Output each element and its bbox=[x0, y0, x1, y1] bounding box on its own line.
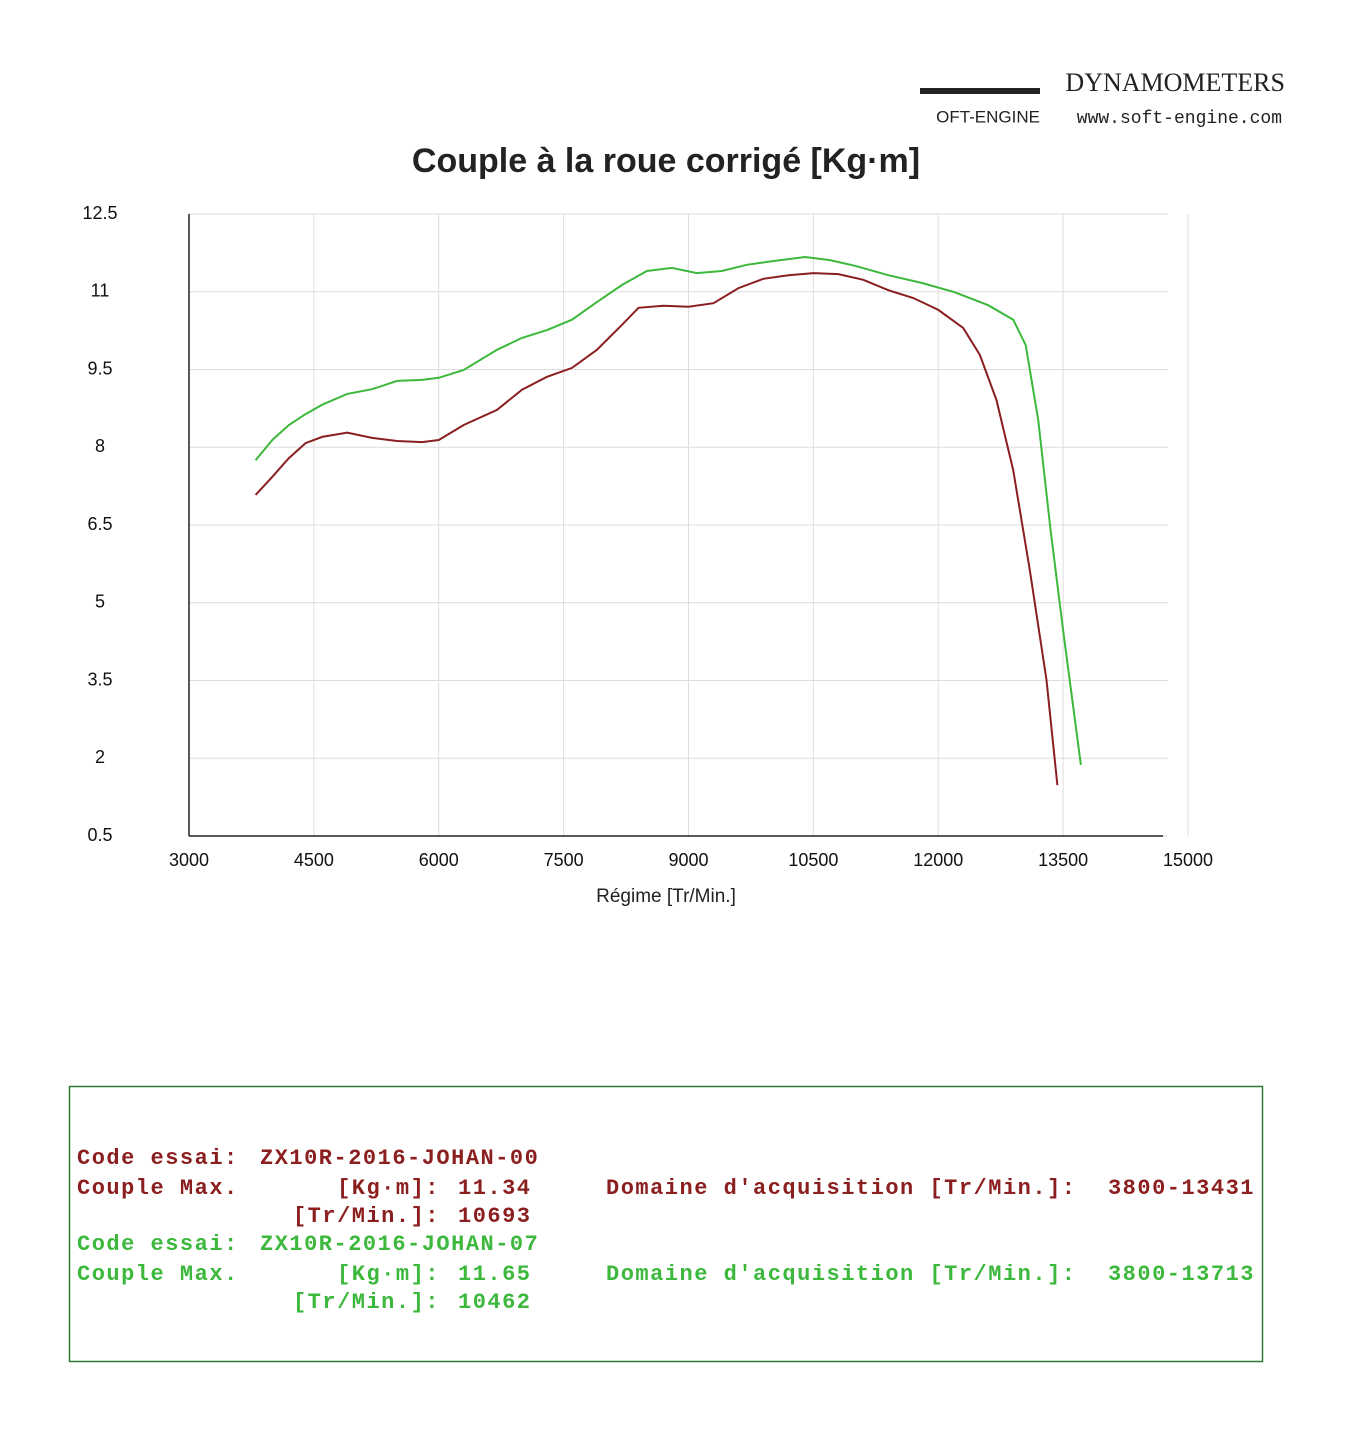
info-box bbox=[68, 1085, 1264, 1363]
series-name: ZX10R-2016-JOHAN-00 bbox=[260, 1146, 539, 1171]
x-tick-label: 7500 bbox=[544, 850, 584, 870]
series-line bbox=[254, 272, 1059, 786]
couple-max: 11.34 bbox=[458, 1176, 532, 1201]
logo-url: www.soft-engine.com bbox=[1077, 109, 1282, 129]
logo-brand: DYNAMOMETERS bbox=[1065, 68, 1285, 97]
y-tick-label: 11 bbox=[91, 281, 110, 301]
y-tick-label: 12.5 bbox=[82, 203, 117, 223]
y-tick-label: 8 bbox=[95, 436, 105, 456]
x-tick-label: 13500 bbox=[1038, 850, 1088, 870]
series-name: ZX10R-2016-JOHAN-07 bbox=[260, 1232, 539, 1257]
x-tick-label: 15000 bbox=[1163, 850, 1213, 870]
rpm-max: 10462 bbox=[458, 1290, 532, 1315]
y-tick-label: 0.5 bbox=[87, 825, 112, 845]
x-tick-label: 10500 bbox=[788, 850, 838, 870]
rpm-max: 10693 bbox=[458, 1204, 532, 1229]
domain-label: Domaine d'acquisition [Tr/Min.]: bbox=[606, 1262, 1076, 1287]
y-tick-label: 3.5 bbox=[87, 669, 112, 689]
x-tick-label: 12000 bbox=[913, 850, 963, 870]
rpm-label: [Tr/Min.]: bbox=[293, 1204, 440, 1229]
y-tick-label: 5 bbox=[95, 592, 105, 612]
code-label: Code essai: bbox=[77, 1232, 239, 1257]
x-tick-label: 3000 bbox=[169, 850, 209, 870]
max-label: Couple Max. bbox=[77, 1262, 239, 1287]
x-tick-label: 4500 bbox=[294, 850, 334, 870]
logo-bar bbox=[920, 88, 1040, 94]
rpm-label: [Tr/Min.]: bbox=[293, 1290, 440, 1315]
code-label: Code essai: bbox=[77, 1146, 239, 1171]
domain: 3800-13431 bbox=[1108, 1176, 1255, 1201]
couple-max: 11.65 bbox=[458, 1262, 532, 1287]
max-label: Couple Max. bbox=[77, 1176, 239, 1201]
y-tick-label: 9.5 bbox=[87, 358, 112, 378]
x-axis-label: Régime [Tr/Min.] bbox=[596, 886, 736, 907]
y-tick-label: 2 bbox=[95, 747, 105, 767]
y-tick-label: 6.5 bbox=[87, 514, 112, 534]
kgm-label: [Kg·m]: bbox=[337, 1262, 440, 1287]
x-tick-label: 9000 bbox=[668, 850, 708, 870]
chart-title: Couple à la roue corrigé [Kg·m] bbox=[412, 142, 920, 180]
series-line bbox=[254, 255, 1082, 766]
domain-label: Domaine d'acquisition [Tr/Min.]: bbox=[606, 1176, 1076, 1201]
x-tick-label: 6000 bbox=[419, 850, 459, 870]
domain: 3800-13713 bbox=[1108, 1262, 1255, 1287]
logo-name: OFT-ENGINE bbox=[936, 107, 1040, 126]
kgm-label: [Kg·m]: bbox=[337, 1176, 440, 1201]
